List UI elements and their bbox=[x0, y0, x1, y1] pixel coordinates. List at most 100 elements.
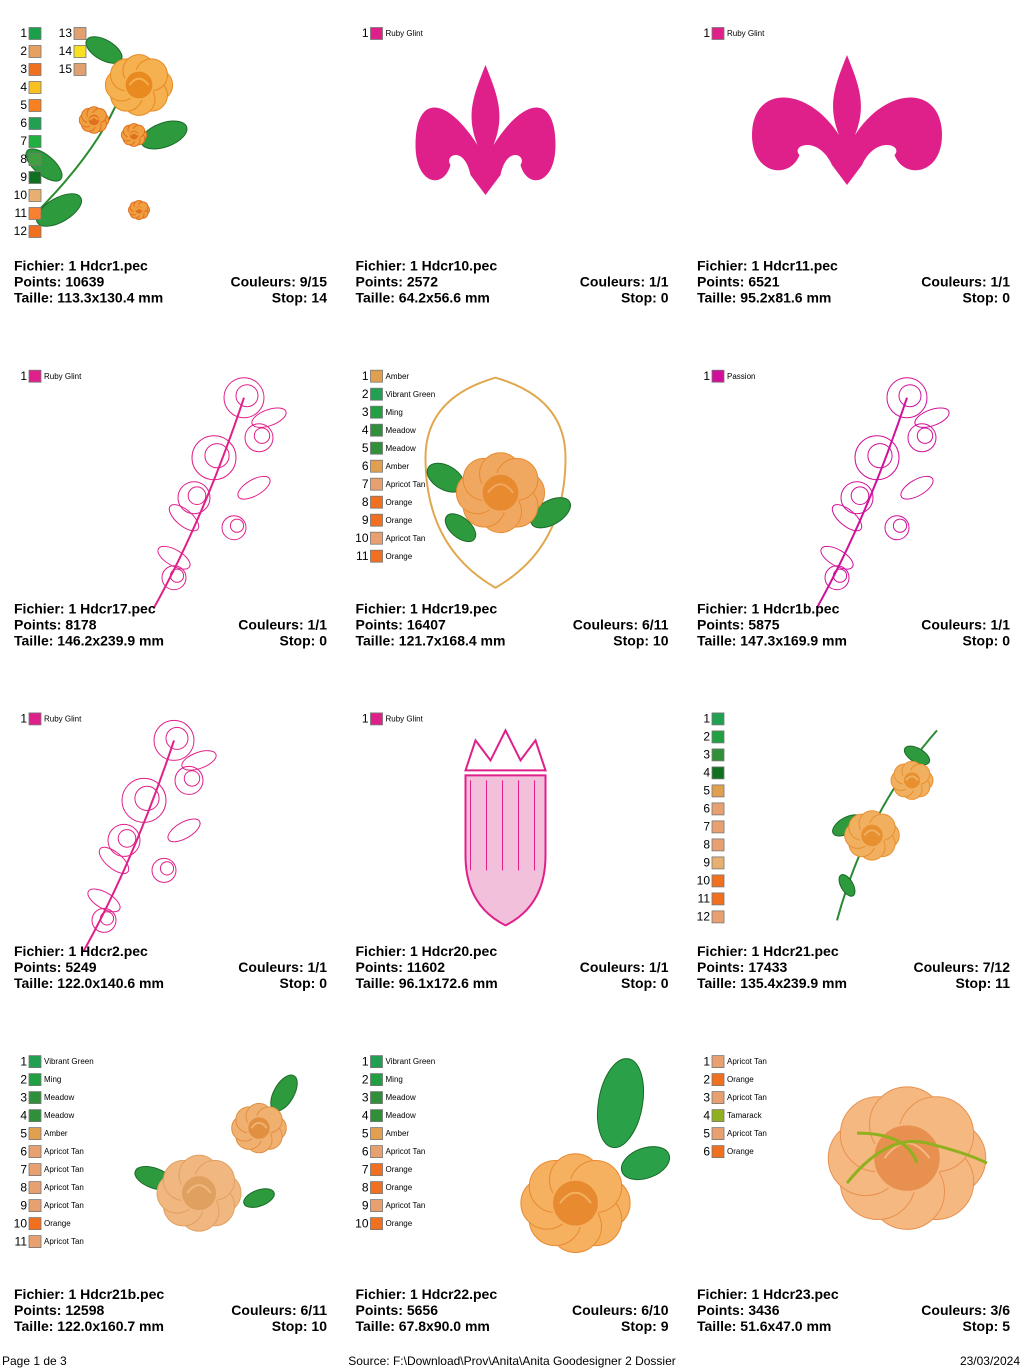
color-number: 1 bbox=[703, 712, 710, 726]
outline-bloom bbox=[867, 443, 893, 469]
outline-bloom bbox=[134, 785, 160, 812]
rose-swirl bbox=[186, 1184, 212, 1194]
colors-used: Couleurs: 6/10 bbox=[572, 1302, 669, 1318]
outline-bloom bbox=[892, 518, 908, 533]
design-card: 1 Vibrant Green 2 Ming 3 Meadow 4 Meadow 5 Amber 6… bbox=[14, 1054, 328, 1334]
color-swatch bbox=[28, 1073, 42, 1086]
color-swatch bbox=[370, 441, 383, 455]
color-number: 3 bbox=[703, 1090, 710, 1104]
colors-used: Couleurs: 1/1 bbox=[921, 274, 1010, 290]
design-preview bbox=[752, 55, 942, 185]
outline-bloom bbox=[907, 423, 937, 453]
color-number: 6 bbox=[20, 116, 27, 130]
design-card: 1 Vibrant Green 2 Ming 3 Meadow 4 Meadow 5 Amber 6… bbox=[355, 1054, 671, 1334]
color-swatch bbox=[370, 1055, 383, 1068]
outline-bloom bbox=[886, 377, 928, 419]
outline-bloom bbox=[91, 907, 117, 933]
outline-bloom bbox=[850, 486, 870, 506]
stop-count: Stop: 0 bbox=[280, 632, 328, 648]
color-swatch bbox=[28, 1181, 42, 1194]
design-size: Taille: 147.3x169.9 mm bbox=[697, 632, 847, 648]
design-preview bbox=[25, 36, 188, 227]
color-swatch bbox=[711, 369, 725, 383]
color-name: Ruby Glint bbox=[386, 29, 424, 38]
color-name: Meadow bbox=[44, 1111, 74, 1120]
crown bbox=[464, 728, 547, 772]
color-swatch bbox=[28, 1163, 42, 1176]
color-swatch bbox=[711, 910, 725, 924]
stitch-points: Points: 17433 bbox=[697, 959, 787, 975]
outline-leaf bbox=[251, 407, 287, 428]
stop-count: Stop: 9 bbox=[621, 1318, 669, 1334]
file-name: Fichier: 1 Hdcr1.pec bbox=[14, 258, 148, 274]
design-card: 1 Ruby Glint Fichier: 1 Hdcr11.pecPoints: … bbox=[697, 26, 1010, 306]
design-card: 1 Ruby Glint Fichier: 1 Hdcr20.pecPoints: … bbox=[356, 712, 669, 992]
crest bbox=[464, 774, 547, 927]
color-swatch bbox=[711, 802, 725, 816]
color-swatch bbox=[711, 766, 725, 780]
outline-leaf bbox=[820, 545, 854, 570]
color-number: 9 bbox=[20, 1198, 27, 1212]
color-swatch bbox=[711, 892, 725, 906]
damask bbox=[752, 55, 942, 185]
color-number: 8 bbox=[703, 838, 710, 852]
rose-center bbox=[246, 1115, 272, 1141]
color-name: Amber bbox=[44, 1129, 68, 1138]
outline-leaf bbox=[167, 818, 201, 843]
color-name: Tamarack bbox=[727, 1111, 763, 1120]
color-number: 11 bbox=[15, 206, 28, 220]
color-number: 4 bbox=[362, 423, 369, 437]
stitch-points: Points: 12598 bbox=[14, 1302, 104, 1318]
color-number: 6 bbox=[703, 1144, 710, 1158]
stem bbox=[83, 740, 175, 951]
rose-swirl bbox=[89, 116, 99, 121]
color-number: 1 bbox=[703, 369, 710, 383]
color-name: Amber bbox=[386, 1129, 410, 1138]
rose-swirl bbox=[863, 829, 881, 837]
color-name: Apricot Tan bbox=[44, 1147, 84, 1156]
color-number: 10 bbox=[14, 1216, 28, 1230]
color-name: Vibrant Green bbox=[44, 1057, 94, 1066]
rose-center bbox=[480, 472, 521, 513]
color-swatch bbox=[370, 405, 383, 419]
color-swatch bbox=[370, 459, 383, 473]
color-number: 2 bbox=[20, 44, 27, 58]
stem bbox=[816, 397, 908, 609]
color-swatch bbox=[73, 27, 87, 40]
file-name: Fichier: 1 Hdcr21b.pec bbox=[14, 1286, 164, 1302]
color-swatch bbox=[28, 99, 42, 112]
outline-leaf bbox=[914, 407, 950, 428]
color-name: Ruby Glint bbox=[386, 715, 424, 724]
color-number: 10 bbox=[14, 188, 28, 202]
color-name: Orange bbox=[386, 1183, 413, 1192]
outline-bloom bbox=[884, 515, 910, 541]
rose-center bbox=[127, 128, 141, 142]
color-number: 14 bbox=[59, 44, 73, 58]
color-number: 1 bbox=[362, 369, 369, 383]
color-number: 9 bbox=[362, 513, 369, 527]
outline-bloom bbox=[824, 565, 850, 591]
leaf bbox=[243, 1188, 275, 1208]
color-swatch bbox=[370, 387, 383, 401]
color-swatch bbox=[370, 27, 383, 40]
color-swatch bbox=[711, 1109, 725, 1122]
outline-bloom bbox=[840, 481, 874, 515]
color-swatch bbox=[28, 712, 42, 726]
stop-count: Stop: 10 bbox=[613, 632, 668, 648]
design-size: Taille: 121.7x168.4 mm bbox=[356, 632, 506, 648]
color-name: Orange bbox=[386, 498, 413, 507]
design-preview bbox=[153, 377, 287, 609]
outline-bloom bbox=[159, 861, 175, 876]
source-path: Source: F:\Download\Prov\Anita\Anita Goo… bbox=[348, 1354, 676, 1368]
color-swatch bbox=[28, 1127, 42, 1140]
stitch-points: Points: 2572 bbox=[356, 274, 439, 290]
color-swatch bbox=[370, 531, 383, 545]
color-number: 15 bbox=[59, 62, 73, 76]
color-name: Orange bbox=[386, 1219, 413, 1228]
leaf bbox=[620, 1146, 671, 1181]
design-size: Taille: 67.8x90.0 mm bbox=[356, 1318, 490, 1334]
color-number: 2 bbox=[362, 1072, 369, 1086]
color-swatch bbox=[711, 874, 725, 888]
page-number: Page 1 de 3 bbox=[2, 1354, 67, 1368]
leaf bbox=[25, 148, 63, 182]
